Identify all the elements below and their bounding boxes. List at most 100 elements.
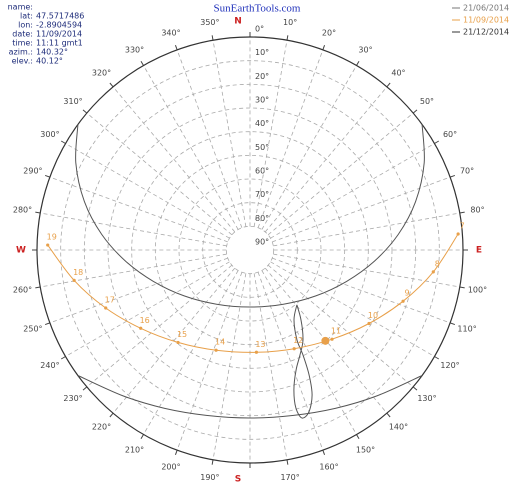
- azimuth-tick: [356, 434, 360, 440]
- azimuth-tick: [322, 44, 326, 51]
- azimuth-label: 20°: [322, 28, 336, 37]
- azimuth-grid-line: [257, 272, 324, 451]
- hour-point: [254, 350, 259, 354]
- azimuth-grid-line: [212, 273, 247, 460]
- azimuth-grid-line: [267, 112, 414, 236]
- azimuth-grid-line: [86, 264, 233, 388]
- azimuth-grid-line: [65, 261, 230, 357]
- hour-label: 7: [460, 221, 465, 230]
- azimuth-tick: [82, 386, 88, 391]
- azimuth-label: 330°: [125, 45, 144, 54]
- azimuth-grid-line: [261, 270, 357, 435]
- azimuth-grid-line: [257, 49, 324, 228]
- elevation-ring: [178, 178, 322, 322]
- elevation-label: 0°: [255, 25, 264, 34]
- elevation-label: 70°: [255, 190, 269, 199]
- azimuth-tick: [109, 82, 114, 88]
- hour-point: [104, 306, 108, 310]
- hour-label: 10: [368, 311, 378, 320]
- azimuth-tick: [386, 412, 391, 418]
- azimuth-label: 10°: [283, 18, 297, 27]
- azimuth-label: 290°: [23, 166, 42, 175]
- legend-label: 21/12/2014: [463, 28, 509, 37]
- azimuth-tick: [286, 35, 289, 41]
- info-label: name:: [8, 3, 33, 12]
- hour-label: 11: [331, 327, 341, 336]
- azimuth-tick: [174, 449, 178, 456]
- hour-point: [330, 337, 334, 341]
- azimuth-tick: [211, 35, 214, 41]
- hour-point: [367, 321, 371, 326]
- azimuth-grid-line: [143, 65, 239, 230]
- azimuth-grid-line: [273, 253, 460, 288]
- azimuth-grid-line: [270, 143, 435, 239]
- azimuth-label: 340°: [161, 28, 180, 37]
- azimuth-tick: [434, 356, 440, 360]
- azimuth-label: 80°: [470, 205, 484, 214]
- azimuth-tick: [459, 211, 465, 214]
- azimuth-label: 190°: [200, 473, 219, 482]
- hour-label: 16: [140, 316, 150, 325]
- horizon-circle: [36, 36, 464, 464]
- azimuth-grid-line: [40, 253, 227, 288]
- hour-point: [176, 340, 180, 345]
- azimuth-tick: [60, 356, 66, 360]
- azimuth-tick: [449, 174, 456, 178]
- azimuth-grid-line: [49, 257, 228, 324]
- azimuth-grid-line: [253, 273, 288, 460]
- azimuth-grid-line: [65, 143, 230, 239]
- elevation-label: 30°: [255, 96, 269, 105]
- azimuth-label: 110°: [457, 325, 476, 334]
- sun-path: [47, 233, 459, 353]
- azimuth-label: 30°: [358, 45, 372, 54]
- hour-point: [456, 232, 460, 236]
- azimuth-label: 50°: [420, 97, 434, 106]
- azimuth-grid-line: [112, 86, 236, 233]
- azimuth-grid-line: [112, 267, 236, 414]
- azimuth-tick: [386, 82, 391, 88]
- cardinal-label: E: [476, 246, 482, 256]
- hour-label: 14: [215, 338, 225, 347]
- azimuth-tick: [109, 412, 114, 418]
- info-label: elev.:: [12, 57, 33, 66]
- elevation-ring: [225, 225, 275, 275]
- site-title: SunEarthTools.com: [214, 3, 301, 15]
- azimuth-tick: [356, 60, 360, 66]
- elevation-ring: [60, 60, 440, 440]
- azimuth-label: 170°: [280, 473, 299, 482]
- azimuth-tick: [35, 211, 41, 214]
- hour-point: [431, 270, 435, 274]
- azimuth-grid-line: [86, 112, 233, 236]
- info-value: 11:11 gmt1: [36, 39, 83, 48]
- legend-label: 21/06/2014: [463, 4, 509, 13]
- azimuth-label: 240°: [40, 361, 59, 370]
- azimuth-label: 350°: [200, 18, 219, 27]
- azimuth-tick: [211, 459, 214, 465]
- azimuth-grid-line: [49, 176, 228, 243]
- azimuth-label: 280°: [13, 205, 32, 214]
- azimuth-label: 310°: [63, 97, 82, 106]
- sun-position: [321, 336, 330, 345]
- azimuth-grid-line: [270, 261, 435, 357]
- azimuth-tick: [459, 286, 465, 289]
- hour-point: [46, 243, 50, 247]
- hour-label: 18: [73, 268, 83, 277]
- azimuth-tick: [82, 109, 88, 114]
- azimuth-label: 300°: [40, 130, 59, 139]
- hour-label: 15: [177, 330, 187, 339]
- info-value: 140.32°: [36, 48, 68, 57]
- info-value: -2.8904594: [36, 21, 82, 30]
- elevation-label: 80°: [255, 214, 269, 223]
- azimuth-label: 40°: [391, 69, 405, 78]
- azimuth-grid-line: [176, 49, 243, 228]
- elevation-label: 60°: [255, 167, 269, 176]
- azimuth-tick: [35, 286, 41, 289]
- azimuth-label: 150°: [356, 446, 375, 455]
- azimuth-tick: [322, 449, 326, 456]
- azimuth-grid-line: [264, 86, 388, 233]
- hour-label: 12: [293, 336, 303, 345]
- cardinal-label: W: [16, 246, 26, 256]
- azimuth-grid-line: [272, 176, 451, 243]
